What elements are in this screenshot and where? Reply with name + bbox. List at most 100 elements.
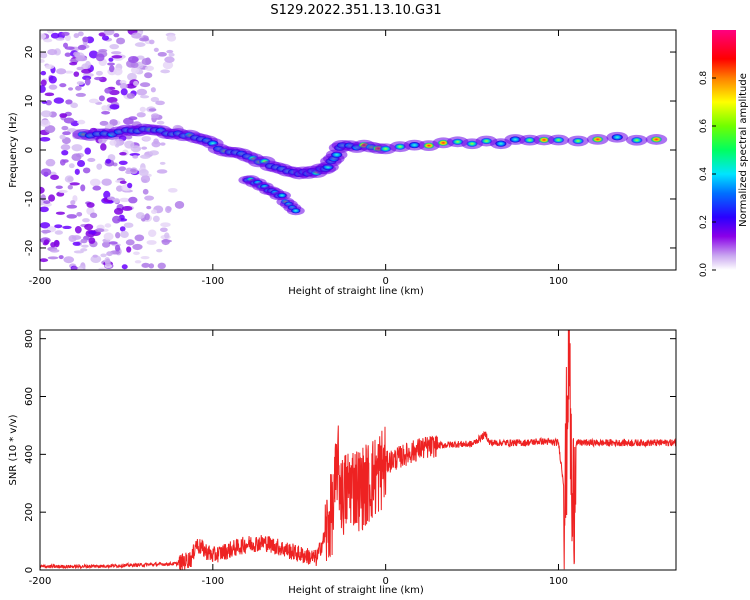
noise-blob xyxy=(103,232,114,241)
noise-blob xyxy=(141,136,152,141)
track-blob xyxy=(538,136,551,144)
noise-blob xyxy=(86,202,95,208)
noise-blob xyxy=(80,248,88,252)
noise-blob xyxy=(133,80,139,86)
noise-blob xyxy=(103,190,111,199)
noise-blob xyxy=(62,131,71,136)
noise-blob xyxy=(144,72,153,79)
noise-blob xyxy=(152,215,160,223)
noise-blob xyxy=(119,226,126,232)
noise-blob xyxy=(88,98,99,104)
noise-blob xyxy=(48,75,57,84)
noise-blob xyxy=(77,267,84,270)
noise-blob xyxy=(40,52,48,59)
noise-blob xyxy=(40,194,46,201)
noise-blob xyxy=(53,97,64,104)
noise-blob xyxy=(89,212,98,219)
noise-blob xyxy=(106,251,113,257)
noise-blob xyxy=(132,243,143,251)
track-blob xyxy=(290,207,301,214)
noise-blob xyxy=(145,65,155,71)
noise-blob xyxy=(92,254,98,258)
noise-blob xyxy=(40,79,47,87)
noise-blob xyxy=(123,117,134,125)
noise-blob xyxy=(53,240,60,248)
noise-blob xyxy=(56,68,67,75)
noise-blob xyxy=(63,117,75,124)
noise-blob xyxy=(73,250,84,254)
noise-blob xyxy=(47,49,58,56)
noise-blob xyxy=(40,119,51,127)
noise-blob xyxy=(101,178,112,186)
colorbar-tick-label: 0.8 xyxy=(699,71,709,86)
noise-blob xyxy=(162,61,174,70)
noise-blob xyxy=(71,144,83,152)
noise-blob xyxy=(165,205,172,214)
noise-blob xyxy=(124,140,135,149)
noise-blob xyxy=(100,253,107,258)
noise-blob xyxy=(58,189,68,194)
y-tick-label: 400 xyxy=(24,445,35,464)
noise-blob xyxy=(95,53,105,62)
noise-blob xyxy=(102,241,111,248)
noise-blob xyxy=(166,34,177,42)
noise-blob xyxy=(160,142,166,146)
noise-blob xyxy=(69,61,78,66)
track-blob xyxy=(572,137,585,145)
noise-blob xyxy=(136,88,148,96)
snr-series-line xyxy=(40,330,676,570)
noise-blob xyxy=(98,32,106,37)
noise-blob xyxy=(157,262,166,270)
noise-blob xyxy=(66,214,78,219)
noise-blob xyxy=(109,104,120,110)
noise-blob xyxy=(84,77,91,86)
track-blob xyxy=(611,133,624,141)
noise-blob xyxy=(98,48,108,53)
noise-blob xyxy=(55,185,63,189)
track-blob xyxy=(422,142,435,149)
noise-blob xyxy=(98,95,105,102)
noise-blob xyxy=(77,160,86,167)
noise-blob xyxy=(75,85,82,91)
noise-blob xyxy=(101,105,109,111)
noise-blob xyxy=(76,66,84,71)
x-tick-label: -200 xyxy=(29,276,52,287)
noise-blob xyxy=(133,251,140,256)
noise-blob xyxy=(110,51,122,55)
spectrogram-y-label: Frequency (Hz) xyxy=(8,112,19,188)
noise-blob xyxy=(126,246,132,253)
noise-blob xyxy=(82,36,89,43)
noise-blob xyxy=(54,224,63,229)
snr-y-label: SNR (10 * v/v) xyxy=(8,414,19,485)
noise-blob xyxy=(69,182,80,186)
noise-blob xyxy=(45,99,52,106)
x-tick-label: -200 xyxy=(29,576,52,587)
noise-blob xyxy=(95,228,105,233)
y-tick-label: -10 xyxy=(24,191,35,207)
spectrogram-x-ticks: -200 -100 0 100 xyxy=(29,30,568,287)
noise-blob xyxy=(76,81,85,86)
noise-blob xyxy=(72,241,81,246)
track-blob xyxy=(509,136,522,143)
noise-blob xyxy=(59,113,68,118)
noise-blob xyxy=(119,82,128,90)
noise-blob xyxy=(134,260,142,264)
noise-blob xyxy=(104,87,112,94)
noise-blob xyxy=(113,207,124,215)
noise-blob xyxy=(101,111,111,115)
noise-blob xyxy=(76,212,83,217)
noise-blob xyxy=(109,65,115,73)
noise-blob xyxy=(82,167,91,174)
spectrogram-y-ticks: -20 -10 0 10 20 xyxy=(24,46,676,256)
x-tick-label: 100 xyxy=(549,276,568,287)
noise-blob xyxy=(84,223,94,231)
noise-blob xyxy=(144,213,150,221)
noise-blob xyxy=(107,196,115,201)
noise-blob xyxy=(109,139,117,146)
noise-blob xyxy=(119,151,127,156)
noise-blob xyxy=(128,196,138,204)
noise-blob xyxy=(129,153,141,157)
noise-blob xyxy=(81,244,89,248)
track-blob xyxy=(650,136,663,143)
